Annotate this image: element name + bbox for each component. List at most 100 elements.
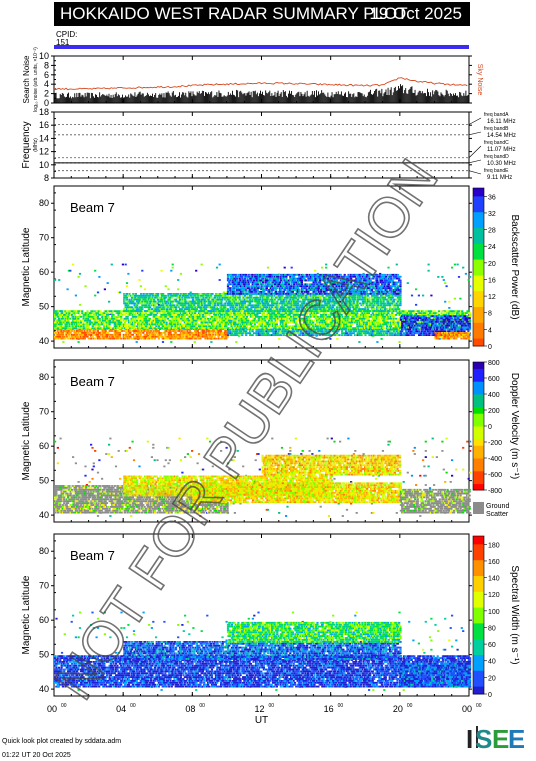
data-cell	[177, 328, 180, 330]
data-cell	[174, 328, 177, 330]
data-cell	[113, 327, 116, 330]
data-cell	[321, 325, 324, 328]
data-cell	[68, 330, 71, 332]
data-cell	[171, 296, 174, 299]
data-cell	[116, 335, 119, 338]
data-cell	[144, 314, 147, 316]
data-cell	[54, 314, 57, 316]
data-cell	[248, 312, 251, 314]
data-cell	[129, 335, 132, 338]
data-cell	[303, 323, 306, 326]
data-cell	[118, 332, 121, 334]
data-cell	[215, 308, 218, 310]
data-cell	[326, 327, 329, 330]
data-cell	[201, 308, 204, 310]
data-cell	[194, 312, 197, 314]
data-cell	[102, 337, 105, 340]
data-cell	[208, 333, 211, 336]
data-cell	[259, 334, 262, 336]
data-cell	[366, 312, 369, 314]
data-cell	[187, 333, 190, 336]
data-cell	[138, 296, 141, 299]
data-cell	[376, 315, 380, 318]
data-cell	[262, 321, 265, 324]
data-cell	[185, 310, 188, 313]
data-cell	[448, 314, 451, 316]
data-cell	[206, 306, 209, 309]
data-cell	[122, 333, 125, 336]
data-cell	[157, 327, 160, 330]
data-cell	[444, 314, 447, 316]
data-cell	[108, 310, 111, 313]
data-cell	[208, 319, 211, 322]
data-cell	[225, 323, 228, 326]
data-cell	[166, 333, 169, 336]
data-cell	[225, 330, 228, 332]
data-cell	[216, 328, 219, 330]
data-cell	[339, 325, 342, 328]
data-cell	[129, 312, 132, 314]
data-cell	[392, 321, 395, 324]
data-cell	[100, 319, 103, 322]
data-cell	[217, 332, 220, 334]
data-cell	[78, 327, 81, 330]
data-cell	[220, 337, 223, 340]
data-cell	[89, 314, 92, 316]
data-cell	[143, 335, 146, 338]
data-cell	[159, 315, 162, 318]
data-cell	[105, 315, 109, 318]
data-cell	[116, 312, 119, 314]
data-cell	[436, 323, 439, 326]
data-cell	[172, 315, 175, 318]
data-cell	[116, 319, 119, 322]
data-cell	[134, 314, 137, 316]
data-cell	[198, 328, 201, 330]
data-cell	[244, 314, 247, 316]
data-cell	[164, 302, 167, 305]
data-cell	[239, 330, 243, 333]
data-cell	[305, 312, 308, 314]
data-cell	[85, 319, 88, 322]
data-cell	[379, 312, 382, 314]
scatter-cell	[148, 297, 151, 300]
data-cell	[212, 337, 215, 340]
data-cell	[156, 327, 159, 330]
data-cell	[360, 332, 363, 335]
data-cell	[151, 308, 154, 310]
data-cell	[118, 323, 121, 326]
data-cell	[380, 312, 383, 314]
data-cell	[125, 304, 128, 307]
data-cell	[124, 335, 127, 338]
data-cell	[109, 319, 112, 322]
data-cell	[378, 327, 381, 330]
data-cell	[210, 293, 213, 295]
data-cell	[211, 304, 214, 307]
data-cell	[155, 319, 158, 322]
data-cell	[185, 319, 188, 322]
data-cell	[321, 319, 324, 322]
data-cell	[143, 330, 146, 332]
data-cell	[227, 323, 230, 326]
data-cell	[370, 315, 373, 318]
data-cell	[256, 332, 259, 335]
data-cell	[195, 298, 198, 301]
data-cell	[306, 319, 310, 322]
data-cell	[153, 328, 157, 330]
data-cell	[61, 321, 64, 324]
data-cell	[334, 330, 337, 333]
data-cell	[309, 321, 312, 324]
data-cell	[238, 315, 241, 318]
data-cell	[81, 327, 84, 330]
data-cell	[216, 302, 219, 305]
data-cell	[309, 334, 313, 336]
data-cell	[146, 325, 149, 328]
data-cell	[68, 312, 71, 314]
data-cell	[197, 294, 200, 297]
data-cell	[335, 330, 339, 333]
data-cell	[92, 317, 96, 320]
data-cell	[104, 337, 107, 340]
data-cell	[199, 312, 202, 314]
data-cell	[207, 312, 210, 314]
data-cell	[308, 328, 311, 331]
data-cell	[230, 314, 233, 316]
